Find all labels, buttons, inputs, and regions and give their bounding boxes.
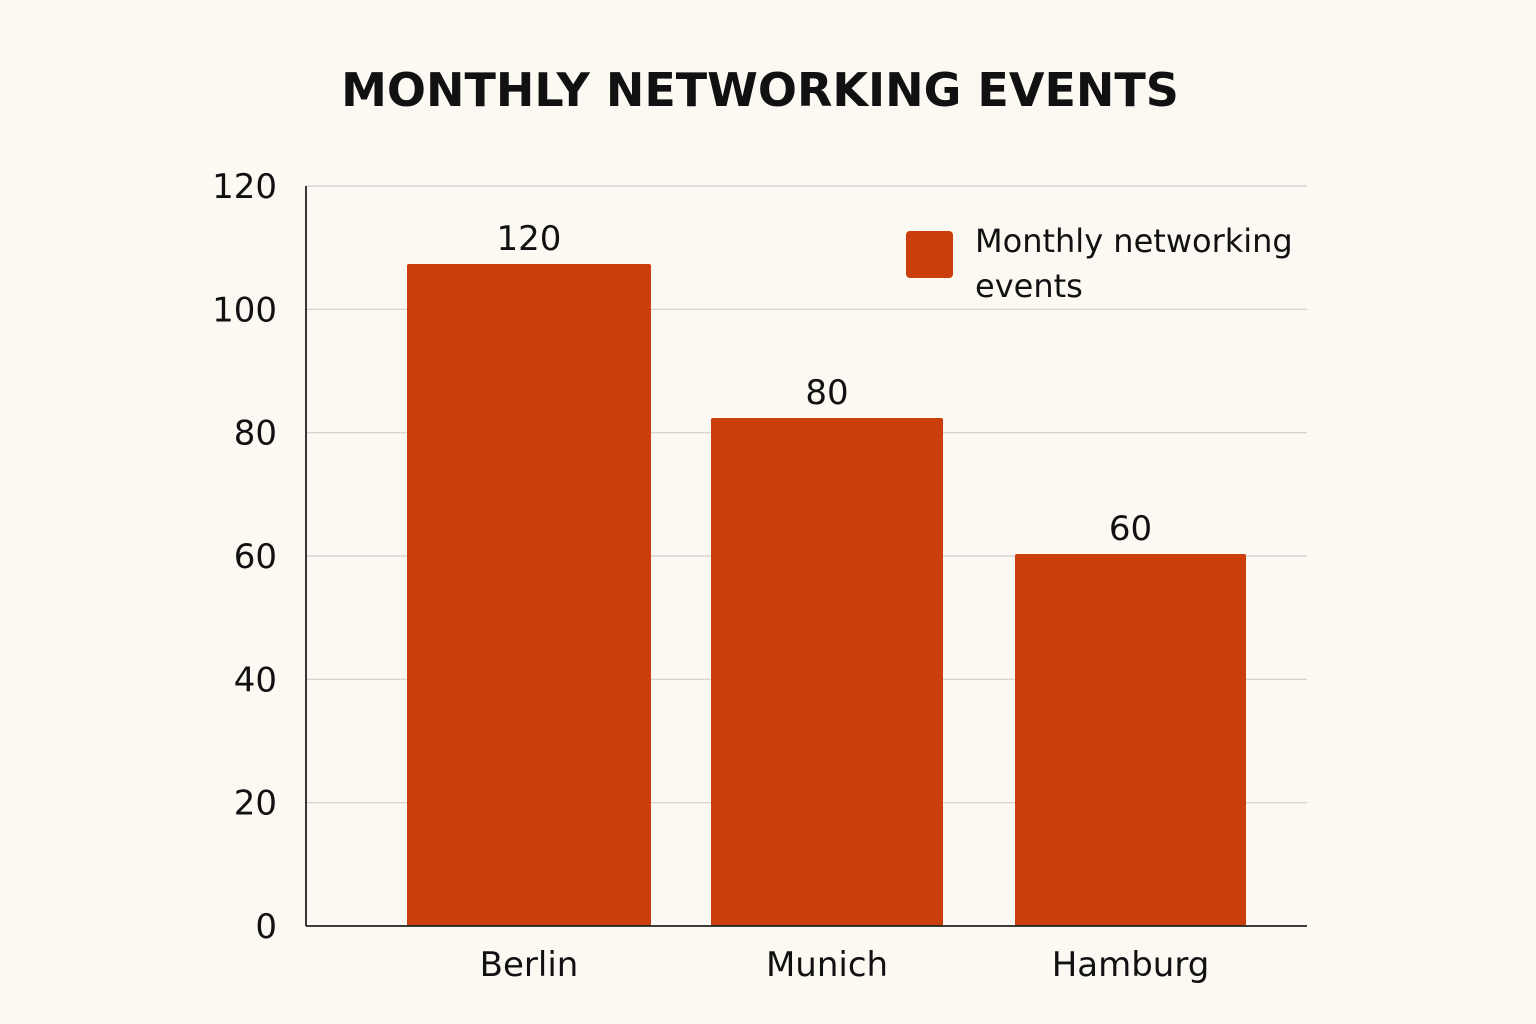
data-labels: 120 80 60 [497, 219, 1153, 549]
legend-label-line-1: Monthly networking [975, 222, 1293, 260]
y-tick-label: 0 [255, 907, 277, 947]
y-tick-label: 20 [234, 784, 277, 824]
y-tick-label: 120 [212, 167, 277, 207]
y-tick-label: 80 [234, 414, 277, 454]
x-category-label-munich: Munich [766, 945, 888, 985]
chart-title: MONTHLY NETWORKING EVENTS [341, 63, 1179, 117]
bar-berlin [407, 263, 651, 927]
legend: Monthly networking events [906, 222, 1303, 305]
data-label-hamburg: 60 [1109, 509, 1152, 549]
bar-hamburg [1015, 554, 1246, 926]
bar-munich [711, 417, 943, 926]
y-tick-label: 40 [234, 660, 277, 700]
x-category-label-berlin: Berlin [480, 945, 579, 985]
legend-label-line-2: events [975, 267, 1083, 305]
data-label-berlin: 120 [497, 219, 562, 259]
data-label-munich: 80 [805, 373, 848, 413]
x-category-label-hamburg: Hamburg [1052, 945, 1210, 985]
legend-swatch [906, 231, 953, 278]
bars [407, 263, 1246, 927]
x-axis-categories: Berlin Munich Hamburg [480, 945, 1210, 985]
y-tick-label: 100 [212, 290, 277, 330]
legend-label: Monthly networking events [975, 222, 1303, 305]
y-axis-ticks: 0 20 40 60 80 100 120 [212, 167, 277, 947]
y-tick-label: 60 [234, 537, 277, 577]
